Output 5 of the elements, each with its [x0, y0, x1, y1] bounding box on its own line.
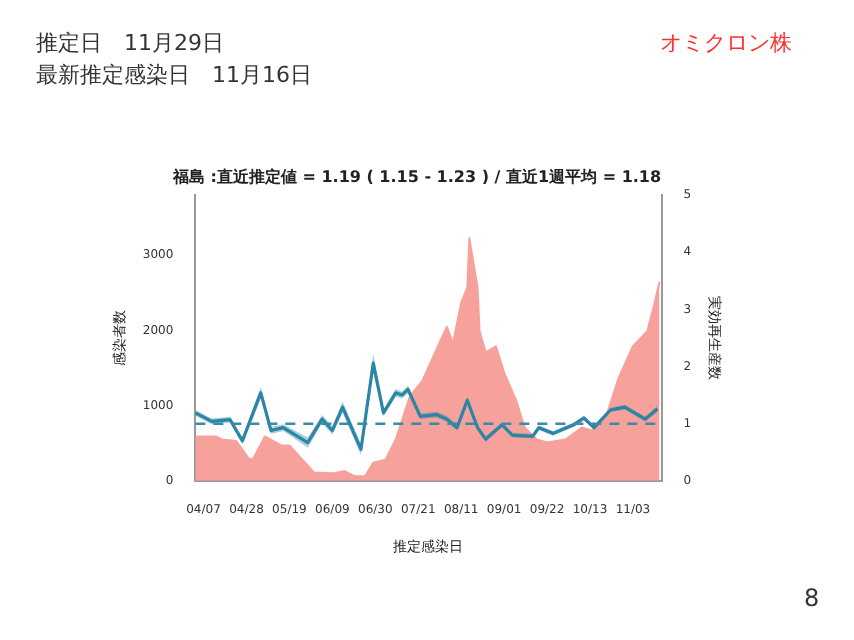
text: オミクロン株 [660, 28, 792, 58]
text: 最新推定感染日 11月16日 [36, 60, 312, 90]
text: 8 [804, 584, 820, 612]
text: 推定日 11月29日 [36, 28, 224, 58]
chart-title: 福島 :直近推定値 = 1.19 ( 1.15 - 1.23 ) / 直近1週平均 = 1.18 [170, 165, 662, 186]
